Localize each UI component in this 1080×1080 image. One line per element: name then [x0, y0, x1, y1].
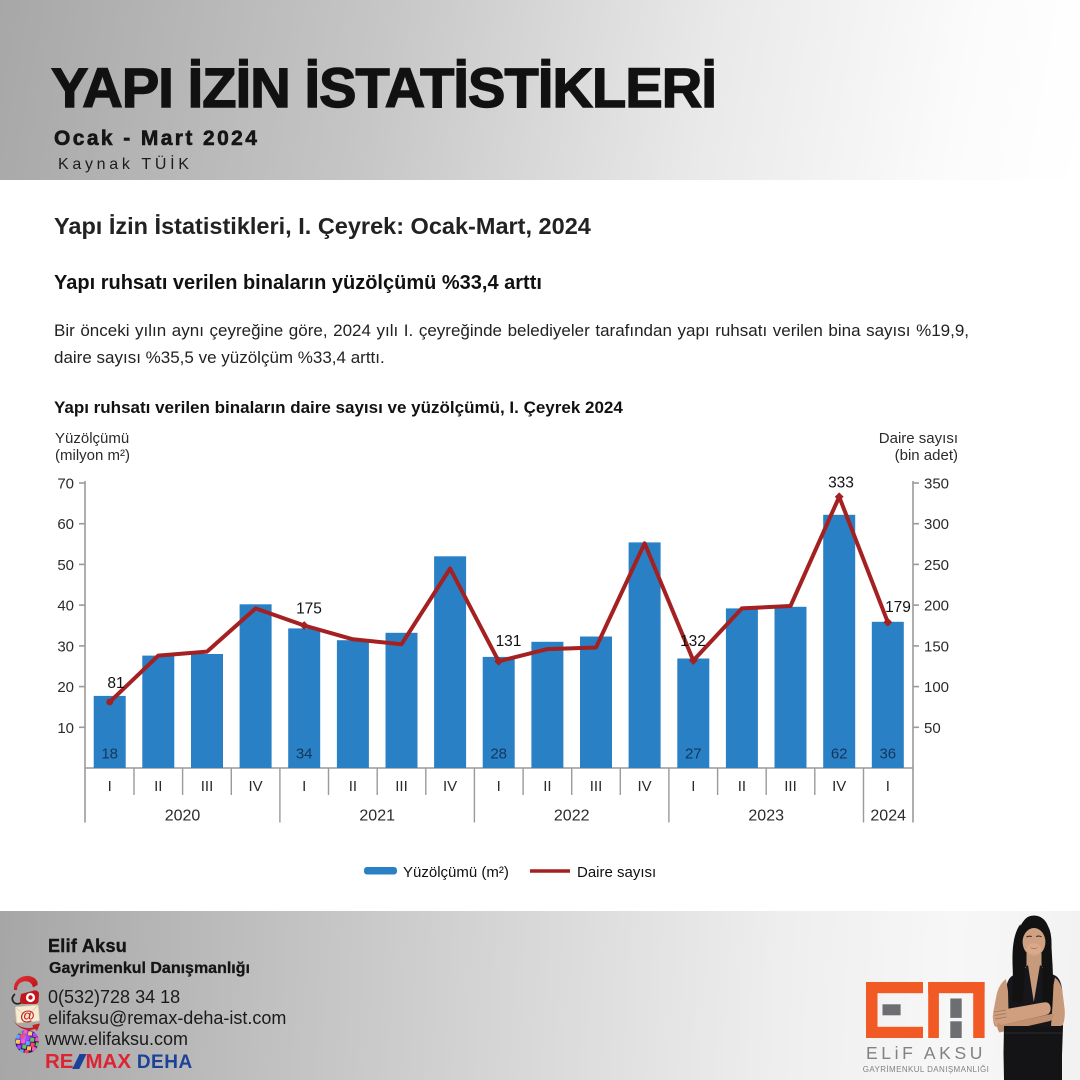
svg-text:175: 175 [296, 601, 322, 618]
svg-text:50: 50 [924, 720, 941, 737]
svg-text:I: I [108, 778, 112, 795]
svg-text:132: 132 [680, 633, 706, 650]
svg-text:II: II [349, 778, 357, 795]
svg-text:70: 70 [57, 476, 74, 493]
svg-text:300: 300 [924, 516, 949, 533]
svg-text:GAYRİMENKUL DANIŞMANLIĞI: GAYRİMENKUL DANIŞMANLIĞI [863, 1065, 990, 1074]
svg-text:(bin adet): (bin adet) [895, 447, 958, 464]
svg-text:IV: IV [832, 778, 846, 795]
svg-text:60: 60 [57, 516, 74, 533]
svg-text:81: 81 [107, 675, 124, 692]
svg-text:IV: IV [443, 778, 457, 795]
svg-text:(milyon m²): (milyon m²) [55, 447, 130, 464]
svg-text:18: 18 [101, 746, 118, 763]
svg-text:350: 350 [924, 476, 949, 493]
svg-text:Yüzölçümü (m²): Yüzölçümü (m²) [403, 864, 509, 881]
svg-text:2021: 2021 [359, 808, 395, 825]
svg-text:III: III [201, 778, 214, 795]
svg-text:II: II [738, 778, 746, 795]
svg-text:10: 10 [57, 720, 74, 737]
svg-text:I: I [497, 778, 501, 795]
svg-text:333: 333 [828, 475, 854, 492]
svg-text:II: II [543, 778, 551, 795]
svg-text:@: @ [20, 1008, 35, 1025]
svg-text:27: 27 [685, 746, 702, 763]
svg-text:150: 150 [924, 638, 949, 655]
svg-text:III: III [784, 778, 797, 795]
svg-text:179: 179 [885, 599, 911, 616]
svg-text:20: 20 [57, 679, 74, 696]
svg-text:Yüzölçümü: Yüzölçümü [55, 430, 129, 447]
svg-text:2022: 2022 [554, 808, 590, 825]
svg-text:30: 30 [57, 638, 74, 655]
svg-text:50: 50 [57, 557, 74, 574]
svg-text:40: 40 [57, 598, 74, 615]
svg-text:ELiF AKSU: ELiF AKSU [866, 1043, 986, 1063]
svg-text:100: 100 [924, 679, 949, 696]
svg-text:Daire sayısı: Daire sayısı [879, 430, 958, 447]
svg-text:I: I [691, 778, 695, 795]
svg-text:28: 28 [490, 746, 507, 763]
svg-text:I: I [302, 778, 306, 795]
svg-text:131: 131 [496, 633, 522, 650]
svg-text:III: III [590, 778, 603, 795]
svg-text:250: 250 [924, 557, 949, 574]
svg-text:62: 62 [831, 746, 848, 763]
svg-text:III: III [395, 778, 408, 795]
svg-text:200: 200 [924, 598, 949, 615]
svg-text:2020: 2020 [165, 808, 201, 825]
svg-text:Daire sayısı: Daire sayısı [577, 864, 656, 881]
svg-text:34: 34 [296, 746, 313, 763]
svg-text:36: 36 [879, 746, 896, 763]
svg-text:2023: 2023 [748, 808, 784, 825]
svg-text:2024: 2024 [870, 808, 906, 825]
svg-text:I: I [886, 778, 890, 795]
svg-text:IV: IV [249, 778, 263, 795]
svg-text:IV: IV [638, 778, 652, 795]
svg-text:II: II [154, 778, 162, 795]
